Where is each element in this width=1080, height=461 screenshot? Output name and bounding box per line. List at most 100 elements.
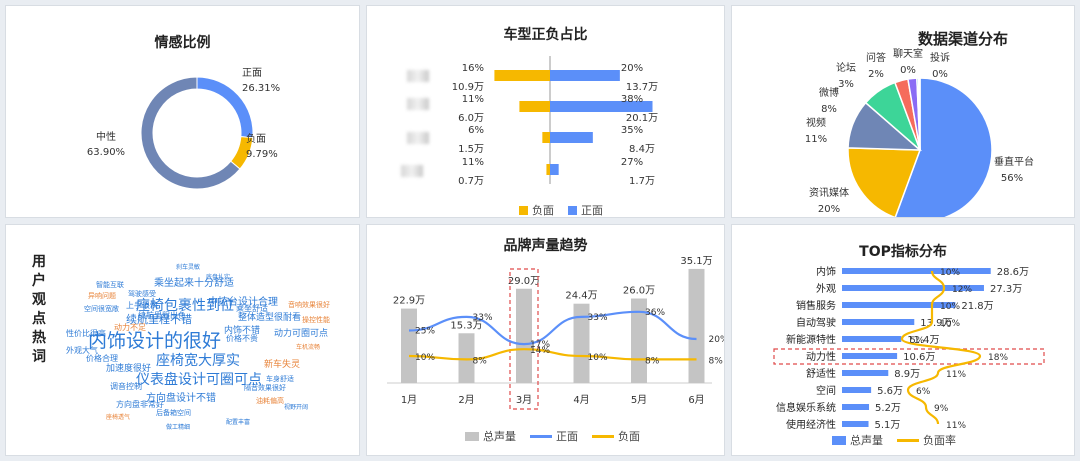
channel-panel: 数据渠道分布 垂直平台 56% 资讯媒体 20% 视频 11% 微博 8% 论坛 3% 问答 2% 聊天… (731, 5, 1075, 218)
volume-bar (631, 298, 647, 383)
positive-label: 33% (473, 313, 493, 323)
category-label: 动力性 (806, 350, 836, 363)
pos-count-label: 1.7万 (629, 176, 655, 187)
model-legend: 负面 正面 (519, 202, 603, 217)
neg-pct-label: 11% (462, 157, 484, 168)
rate-label: 10% (940, 268, 960, 278)
volume-bar (842, 404, 870, 410)
cloud-word: 空间很宽敞 (84, 305, 119, 313)
pos-bar (550, 164, 559, 175)
cloud-word: 加速度很好 (106, 364, 152, 374)
channel-title: 数据渠道分布 (917, 30, 1008, 48)
pie-value: 0% (900, 65, 916, 76)
month-label: 5月 (631, 394, 647, 406)
cloud-word: 隔音效果很好 (244, 384, 286, 392)
blurred-model-name (407, 98, 429, 110)
volume-bar (842, 387, 872, 393)
legend-swatch-rate (897, 438, 919, 442)
legend-neg: 负面 (532, 204, 554, 217)
pos-bar (550, 70, 620, 81)
volume-label: 27.3万 (990, 284, 1022, 295)
cloud-word: 内饰不错 (224, 326, 261, 336)
top-title: TOP指标分布 (859, 244, 947, 260)
pie-label: 问答 (866, 51, 886, 64)
pos-pct-label: 35% (621, 125, 643, 136)
negative-line (408, 348, 697, 361)
cloud-word: 价格合理 (86, 354, 118, 363)
cloud-word: 外观大气 (66, 346, 98, 355)
neg-count-label: 0.7万 (458, 176, 484, 187)
volume-label: 13.9万 (920, 318, 952, 329)
volume-label: 35.1万 (680, 256, 712, 267)
pos-pct-label: 27% (621, 157, 643, 168)
legend-swatch-pos (530, 434, 552, 438)
pie-value: 3% (838, 79, 854, 90)
volume-label: 24.4万 (565, 291, 597, 302)
pos-bar (550, 132, 593, 143)
blurred-model-name (401, 165, 423, 177)
negative-label: 10% (415, 353, 435, 363)
cloud-word: 调音控制 (110, 382, 142, 391)
cloud-word: 动力可圈可点 (274, 329, 329, 339)
cloud-word: 动力不足 (114, 323, 146, 332)
cloud-word: 仪表盘设计可圈可点 (136, 372, 262, 388)
negative-rate-line (900, 270, 982, 425)
slice-value: 9.79% (246, 149, 278, 160)
cloud-word: 方向盘设计不错 (146, 393, 216, 404)
trend-title: 品牌声量趋势 (503, 238, 588, 254)
rate-label: 6% (916, 387, 931, 397)
pie-value: 8% (821, 104, 837, 115)
positive-label: 33% (588, 313, 608, 323)
rate-label: 12% (952, 285, 972, 295)
pie-value: 2% (868, 69, 884, 80)
category-label: 空间 (816, 384, 836, 397)
legend-pos: 正面 (581, 204, 603, 217)
volume-bar (842, 353, 898, 359)
volume-bar (842, 302, 956, 308)
cloud-word: 上手很快 (126, 301, 158, 310)
channel-pie-chart: 垂直平台 56% 资讯媒体 20% 视频 11% 微博 8% 论坛 3% 问答 2% 聊天室 0% 投诉 0% (805, 47, 1034, 217)
pie-value: 0% (932, 69, 948, 80)
sentiment-title: 情感比例 (154, 35, 211, 51)
month-label: 4月 (573, 394, 589, 406)
cloud-word: 做工精细 (166, 424, 191, 431)
top-panel: TOP指标分布 内饰 28.6万 外观 27.3万 销售服务 21.8万 自动驾驶 13.9万… (731, 224, 1075, 456)
pie-slice-投诉 (917, 77, 921, 151)
legend-neg: 负面 (618, 430, 640, 443)
slice-value: 26.31% (242, 83, 280, 94)
volume-bar (842, 285, 984, 291)
legend-swatch-total (832, 435, 846, 445)
cloud-word: 续航里程出色 (138, 311, 186, 320)
cloud-word: 乘坐舒适 (236, 304, 268, 313)
volume-bar (516, 288, 532, 383)
category-label: 销售服务 (796, 299, 836, 312)
slice-label: 中性 (96, 130, 116, 143)
positive-label: 20% (709, 335, 726, 345)
volume-label: 21.8万 (961, 301, 993, 312)
cloud-word: 乘坐起来十分舒适 (154, 278, 234, 289)
rate-label: 10% (940, 319, 960, 329)
model-title: 车型正负占比 (503, 27, 588, 43)
cloud-word: 整体造型很耐看 (238, 313, 302, 323)
volume-bar (842, 336, 902, 342)
cloud-word: 异响问题 (88, 292, 116, 300)
highlight-box (773, 348, 1045, 365)
pos-bar (550, 101, 653, 112)
pos-count-label: 20.1万 (626, 113, 658, 124)
cloud-word: 操控性能 (302, 316, 330, 324)
category-label: 信息娱乐系统 (776, 401, 836, 414)
category-label: 使用经济性 (786, 418, 836, 431)
neg-bar (542, 132, 550, 143)
neg-count-label: 1.5万 (458, 144, 484, 155)
cloud-word: 视野开阔 (284, 404, 309, 411)
word-cloud: 内饰设计的很好 座椅包裹性到位 座椅宽大厚实 仪表盘设计可圈可点 续航里程不错 方向盘设计… (56, 235, 356, 450)
cloud-word: 后备箱空间 (156, 409, 191, 417)
pie-label: 垂直平台 (994, 155, 1034, 168)
pie-value: 11% (805, 134, 827, 145)
cloud-word: 车身舒适 (266, 375, 294, 383)
neg-pct-label: 16% (462, 63, 484, 74)
positive-label: 25% (415, 327, 435, 337)
cloud-word: 新车失灵 (264, 360, 301, 370)
negative-label: 8% (645, 356, 660, 366)
category-label: 自动驾驶 (796, 316, 836, 329)
